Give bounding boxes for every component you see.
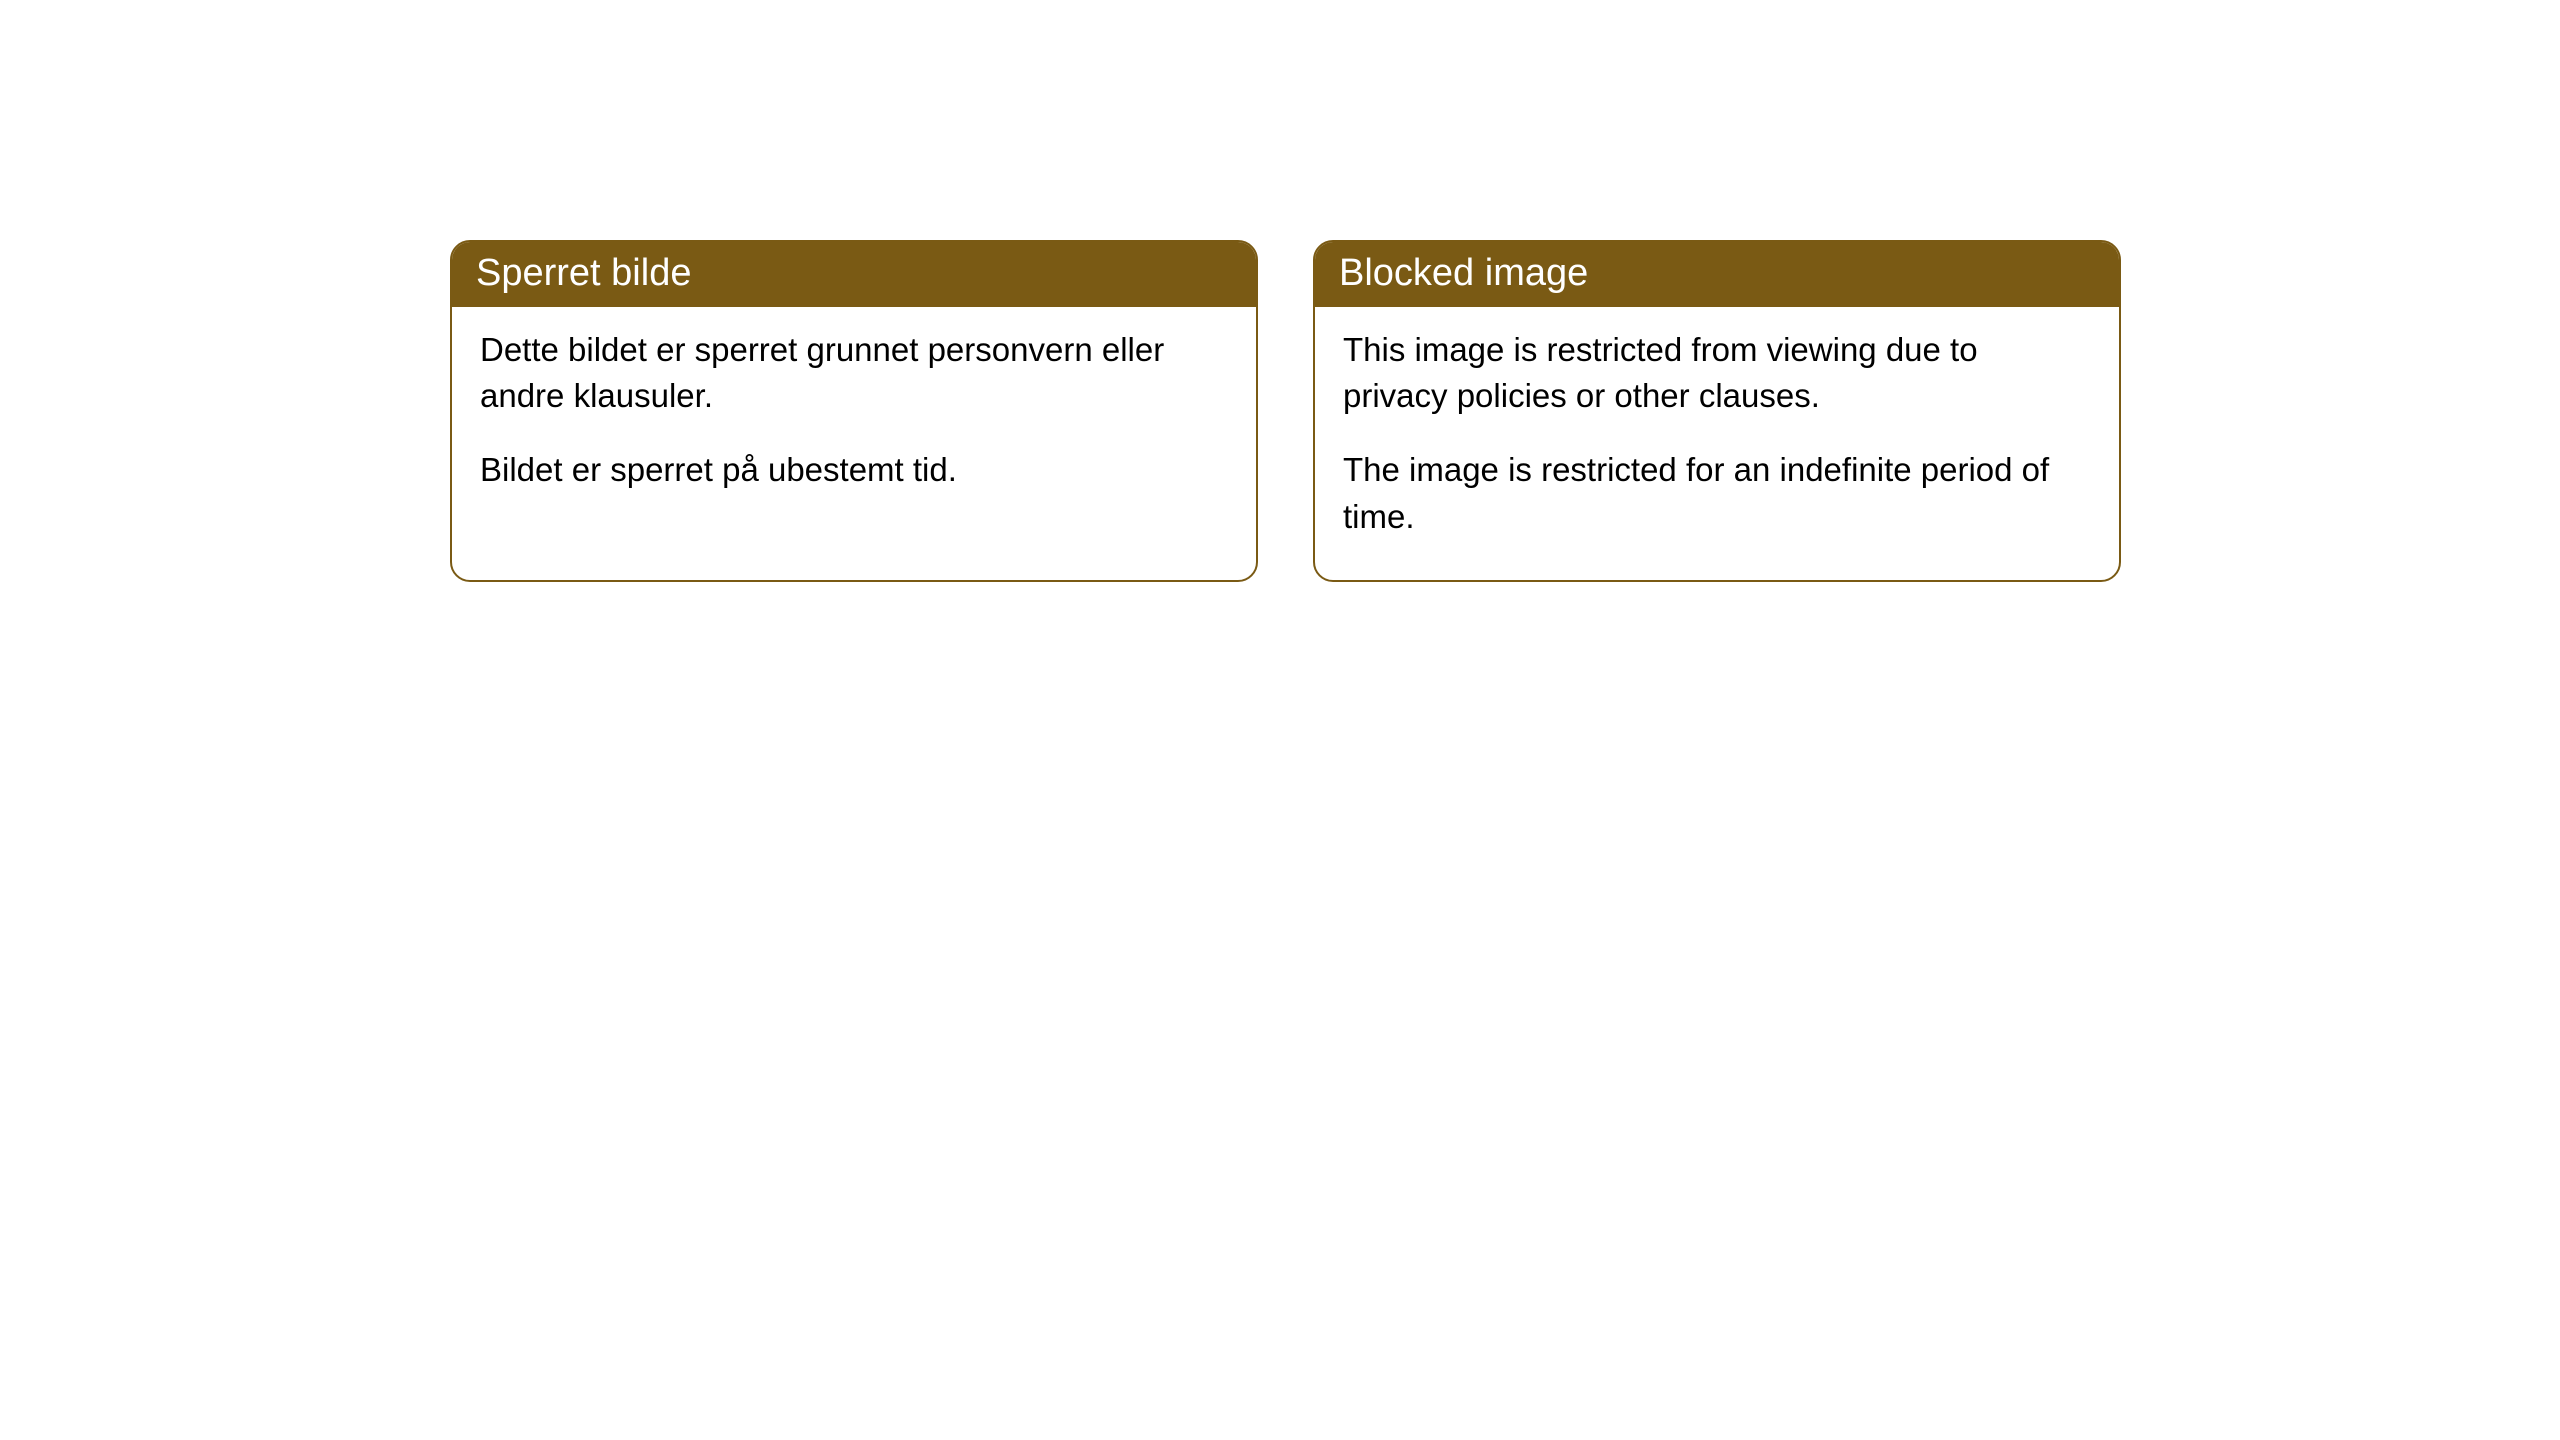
card-paragraph-2: Bildet er sperret på ubestemt tid. [480, 447, 1228, 493]
card-title: Sperret bilde [476, 252, 691, 294]
card-paragraph-1: This image is restricted from viewing du… [1343, 327, 2091, 419]
card-paragraph-2: The image is restricted for an indefinit… [1343, 447, 2091, 539]
card-header: Sperret bilde [452, 242, 1256, 307]
card-title: Blocked image [1339, 252, 1588, 294]
card-body: This image is restricted from viewing du… [1315, 307, 2119, 580]
card-paragraph-1: Dette bildet er sperret grunnet personve… [480, 327, 1228, 419]
blocked-image-card-english: Blocked image This image is restricted f… [1313, 240, 2121, 582]
card-body: Dette bildet er sperret grunnet personve… [452, 307, 1256, 534]
blocked-image-card-norwegian: Sperret bilde Dette bildet er sperret gr… [450, 240, 1258, 582]
card-header: Blocked image [1315, 242, 2119, 307]
cards-container: Sperret bilde Dette bildet er sperret gr… [450, 240, 2121, 582]
